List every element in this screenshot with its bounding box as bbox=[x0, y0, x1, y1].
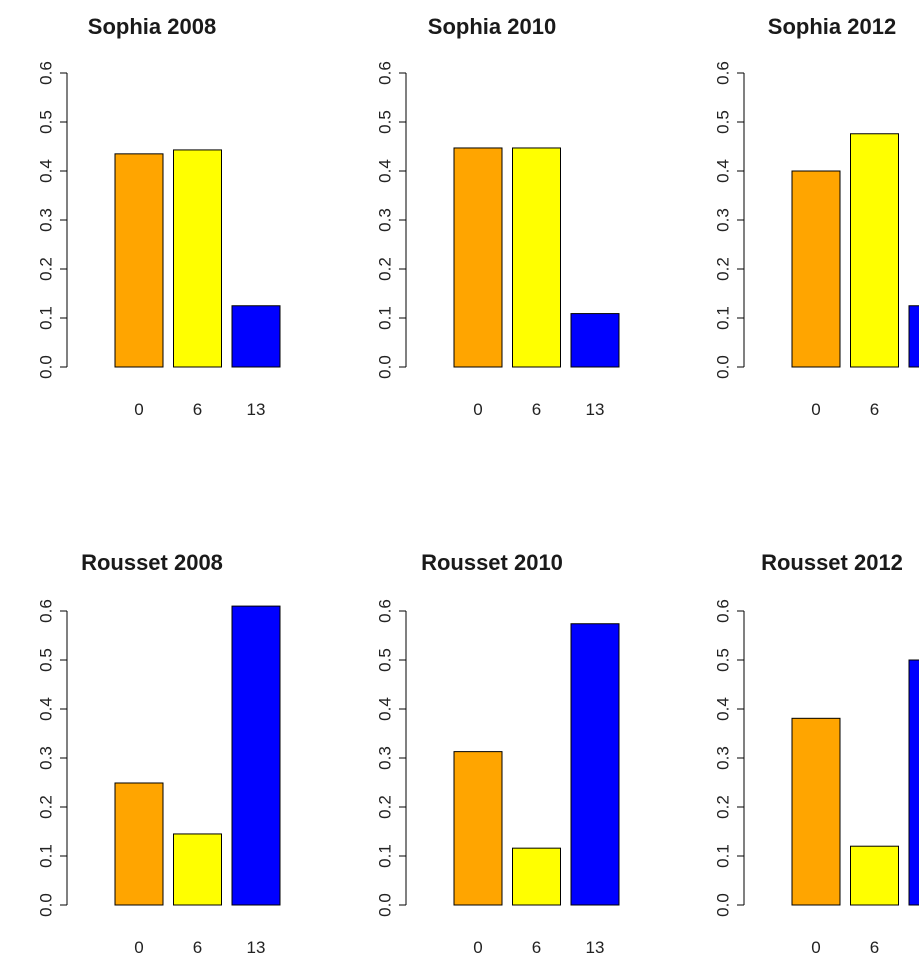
y-tick-label: 0.2 bbox=[714, 257, 733, 281]
panel-title: Sophia 2012 bbox=[768, 14, 896, 39]
bar-6 bbox=[512, 147, 561, 368]
chart-panel-1: Sophia 2008 0.0 0.1 0.2 0.3 0.4 0.5 0.6 0 6 13 bbox=[37, 14, 281, 419]
x-tick-label: 6 bbox=[193, 938, 202, 957]
y-tick-label: 0.0 bbox=[37, 893, 56, 917]
y-tick-label: 0.2 bbox=[376, 795, 395, 819]
y-tick-label: 0.4 bbox=[714, 697, 733, 721]
x-tick-label: 6 bbox=[193, 400, 202, 419]
bar-0 bbox=[453, 147, 503, 368]
x-tick-label: 0 bbox=[134, 938, 143, 957]
x-tick-label: 6 bbox=[870, 938, 879, 957]
bar-13 bbox=[908, 305, 919, 368]
chart-panel-5: Rousset 2010 0.0 0.1 0.2 0.3 0.4 0.5 0.6 0 6 13 bbox=[376, 550, 620, 957]
y-tick-label: 0.6 bbox=[37, 61, 56, 85]
bar-6 bbox=[850, 133, 899, 368]
bar-0 bbox=[114, 782, 164, 906]
y-tick-label: 0.5 bbox=[37, 110, 56, 134]
y-tick-label: 0.3 bbox=[376, 746, 395, 770]
x-tick-label: 13 bbox=[247, 938, 266, 957]
y-tick-label: 0.3 bbox=[376, 208, 395, 232]
y-tick-label: 0.1 bbox=[37, 844, 56, 868]
x-tick-label: 0 bbox=[811, 938, 820, 957]
y-tick-label: 0.5 bbox=[714, 648, 733, 672]
y-tick-label: 0.1 bbox=[714, 306, 733, 330]
bar-13 bbox=[231, 605, 281, 906]
y-tick-label: 0.2 bbox=[37, 795, 56, 819]
y-tick-label: 0.4 bbox=[714, 159, 733, 183]
x-tick-label: 13 bbox=[586, 938, 605, 957]
x-tick-label: 0 bbox=[473, 400, 482, 419]
y-tick-label: 0.2 bbox=[376, 257, 395, 281]
y-tick-label: 0.1 bbox=[376, 306, 395, 330]
bar-13 bbox=[231, 305, 281, 368]
y-tick-label: 0.2 bbox=[37, 257, 56, 281]
y-tick-label: 0.6 bbox=[714, 599, 733, 623]
x-tick-label: 6 bbox=[532, 938, 541, 957]
y-tick-label: 0.3 bbox=[714, 208, 733, 232]
x-tick-label: 0 bbox=[134, 400, 143, 419]
bar-13 bbox=[908, 659, 919, 906]
bar-0 bbox=[453, 751, 503, 906]
y-tick-label: 0.5 bbox=[376, 648, 395, 672]
bar-6 bbox=[173, 833, 222, 906]
y-tick-label: 0.5 bbox=[37, 648, 56, 672]
y-tick-label: 0.6 bbox=[714, 61, 733, 85]
bar-6 bbox=[512, 847, 561, 906]
x-tick-label: 6 bbox=[532, 400, 541, 419]
x-tick-label: 6 bbox=[870, 400, 879, 419]
chart-panel-2: Sophia 2010 0.0 0.1 0.2 0.3 0.4 0.5 0.6 0 6 13 bbox=[376, 14, 620, 419]
x-tick-label: 13 bbox=[247, 400, 266, 419]
bar-6 bbox=[850, 845, 899, 906]
y-tick-label: 0.1 bbox=[37, 306, 56, 330]
x-tick-label: 0 bbox=[473, 938, 482, 957]
panel-title: Sophia 2008 bbox=[88, 14, 216, 39]
y-tick-label: 0.0 bbox=[714, 893, 733, 917]
y-tick-label: 0.3 bbox=[714, 746, 733, 770]
x-tick-label: 13 bbox=[586, 400, 605, 419]
panel-title: Rousset 2010 bbox=[421, 550, 563, 575]
chart-panel-4: Rousset 2008 0.0 0.1 0.2 0.3 0.4 0.5 0.6 0 6 13 bbox=[37, 550, 281, 957]
y-tick-label: 0.6 bbox=[376, 599, 395, 623]
y-tick-label: 0.2 bbox=[714, 795, 733, 819]
y-tick-label: 0.0 bbox=[714, 355, 733, 379]
y-tick-label: 0.4 bbox=[376, 159, 395, 183]
y-tick-label: 0.5 bbox=[714, 110, 733, 134]
y-tick-label: 0.3 bbox=[37, 208, 56, 232]
panel-title: Sophia 2010 bbox=[428, 14, 556, 39]
y-tick-label: 0.0 bbox=[37, 355, 56, 379]
y-tick-label: 0.1 bbox=[714, 844, 733, 868]
y-tick-label: 0.0 bbox=[376, 893, 395, 917]
panel-title: Rousset 2012 bbox=[761, 550, 903, 575]
bar-13 bbox=[570, 623, 620, 906]
y-tick-label: 0.1 bbox=[376, 844, 395, 868]
x-tick-label: 0 bbox=[811, 400, 820, 419]
bar-13 bbox=[570, 313, 620, 368]
bar-0 bbox=[791, 717, 841, 906]
y-tick-label: 0.4 bbox=[37, 697, 56, 721]
y-tick-label: 0.3 bbox=[37, 746, 56, 770]
y-tick-label: 0.4 bbox=[376, 697, 395, 721]
y-tick-label: 0.4 bbox=[37, 159, 56, 183]
y-tick-label: 0.0 bbox=[376, 355, 395, 379]
bar-6 bbox=[173, 149, 222, 368]
y-tick-label: 0.6 bbox=[376, 61, 395, 85]
bar-0 bbox=[791, 170, 841, 368]
panel-title: Rousset 2008 bbox=[81, 550, 223, 575]
y-tick-label: 0.5 bbox=[376, 110, 395, 134]
bar-0 bbox=[114, 153, 164, 368]
y-tick-label: 0.6 bbox=[37, 599, 56, 623]
